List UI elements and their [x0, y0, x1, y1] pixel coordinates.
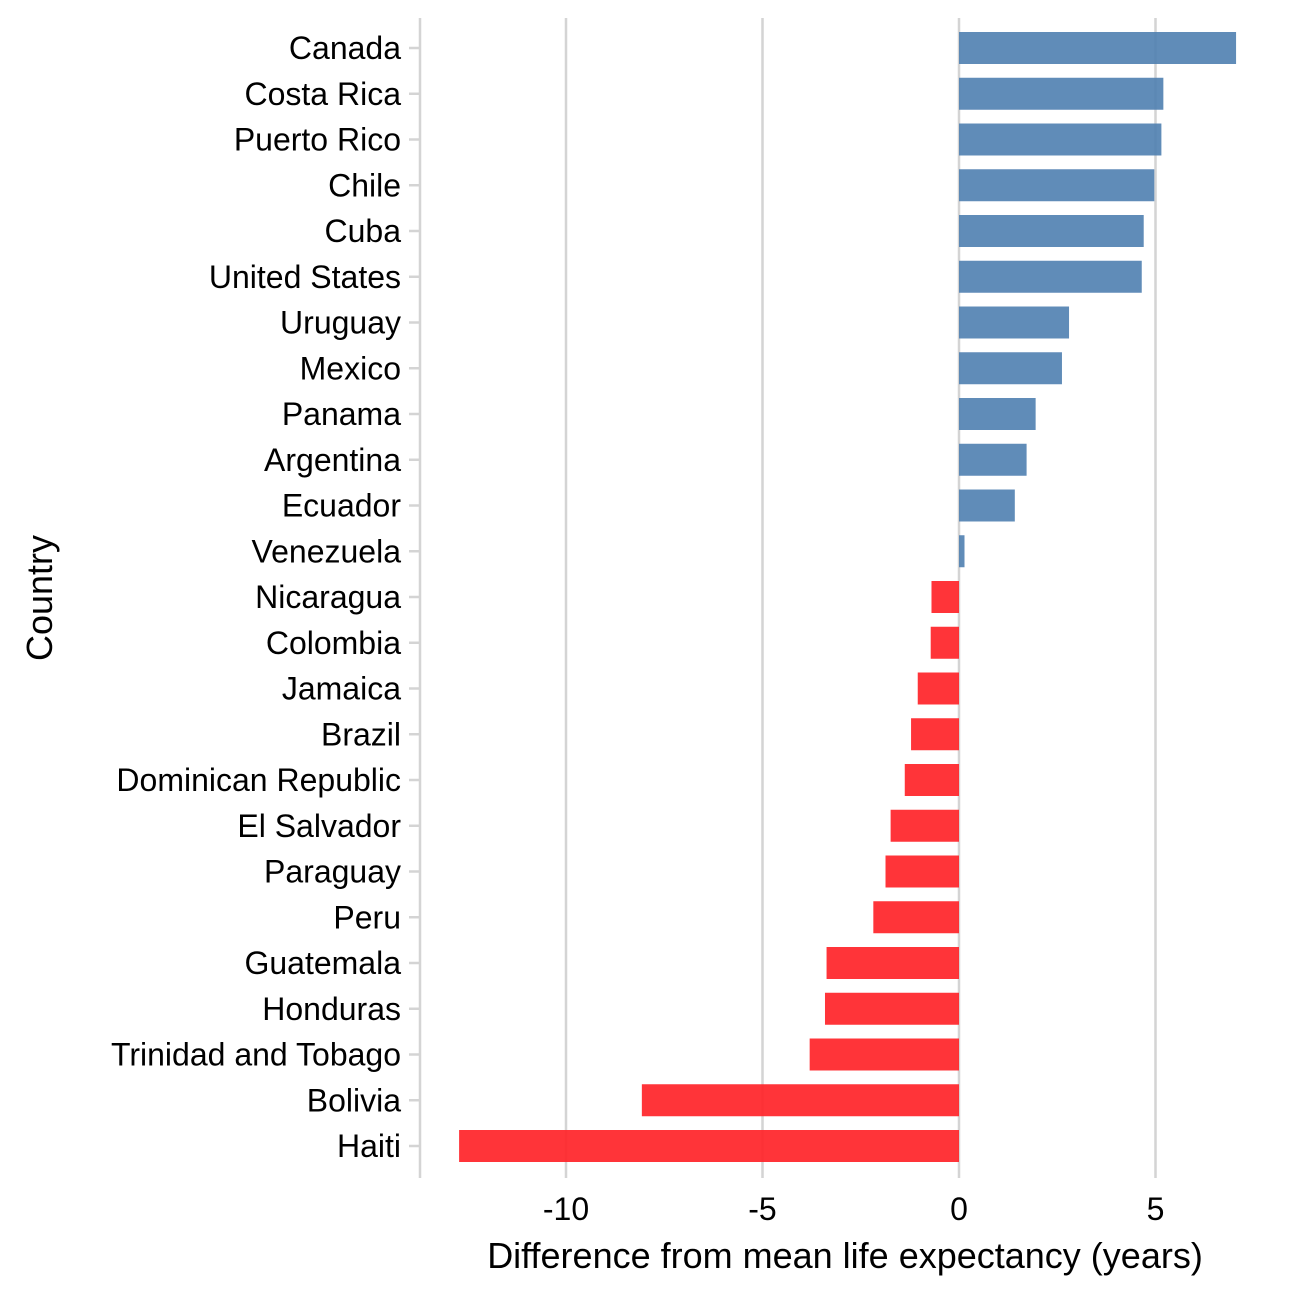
bar-peru: [873, 901, 959, 934]
y-tick-label: Venezuela: [252, 533, 402, 569]
bar-bolivia: [641, 1084, 959, 1117]
y-tick-label: Honduras: [262, 991, 401, 1027]
bars: [459, 32, 1237, 1162]
y-tick-label: Uruguay: [280, 305, 401, 341]
y-tick-label: Cuba: [325, 213, 402, 249]
y-tick-label: Haiti: [337, 1128, 401, 1164]
y-tick-label: Paraguay: [264, 854, 401, 890]
bar-trinidad-and-tobago: [809, 1038, 959, 1071]
bar-canada: [959, 32, 1237, 64]
y-tick-label: El Salvador: [237, 808, 401, 844]
bar-el-salvador: [890, 809, 959, 842]
bar-puerto-rico: [959, 123, 1162, 156]
y-tick-label: Chile: [328, 167, 401, 203]
y-tick-label: Brazil: [321, 716, 401, 752]
bar-argentina: [959, 443, 1027, 476]
y-tick-label: United States: [209, 259, 401, 295]
x-tick-label: 0: [950, 1191, 968, 1227]
y-tick-label: Nicaragua: [255, 579, 401, 615]
bar-united-states: [959, 260, 1142, 293]
bar-cuba: [959, 215, 1144, 247]
y-tick-label: Colombia: [266, 625, 401, 661]
x-axis-title: Difference from mean life expectancy (ye…: [487, 1235, 1203, 1276]
bar-colombia: [930, 626, 959, 659]
bar-venezuela: [959, 535, 965, 568]
x-tick-label: 5: [1147, 1191, 1165, 1227]
bar-ecuador: [959, 489, 1015, 522]
bar-honduras: [824, 992, 959, 1025]
y-tick-label: Jamaica: [282, 671, 401, 707]
bar-mexico: [959, 352, 1062, 385]
bar-panama: [959, 398, 1036, 430]
x-tick-label: -5: [748, 1191, 776, 1227]
bar-brazil: [911, 718, 959, 751]
y-axis-title: Country: [19, 535, 60, 661]
bar-dominican-republic: [904, 764, 959, 796]
y-tick-label: Argentina: [264, 442, 401, 478]
axes: Canada Costa Rica Puerto Rico Chile Cuba Unit…: [111, 18, 1164, 1227]
y-tick-label: Trinidad and Tobago: [111, 1037, 401, 1073]
bar-paraguay: [885, 855, 959, 888]
y-tick-label: Costa Rica: [245, 76, 402, 112]
y-tick-label: Panama: [282, 396, 401, 432]
y-tick-label: Dominican Republic: [116, 762, 401, 798]
y-tick-label: Guatemala: [244, 945, 401, 981]
bar-nicaragua: [931, 581, 959, 613]
y-tick-label: Bolivia: [307, 1082, 401, 1118]
y-tick-label: Ecuador: [282, 488, 402, 524]
bar-chile: [959, 169, 1155, 202]
y-tick-label: Canada: [289, 30, 401, 66]
y-tick-label: Peru: [333, 899, 401, 935]
x-tick-label: -10: [543, 1191, 589, 1227]
y-tick-label: Puerto Rico: [234, 122, 401, 158]
bar-haiti: [459, 1130, 959, 1162]
bar-uruguay: [959, 306, 1070, 339]
bar-costa-rica: [959, 77, 1164, 110]
bar-jamaica: [917, 672, 959, 705]
y-tick-label: Mexico: [300, 350, 401, 386]
bar-guatemala: [826, 947, 959, 979]
